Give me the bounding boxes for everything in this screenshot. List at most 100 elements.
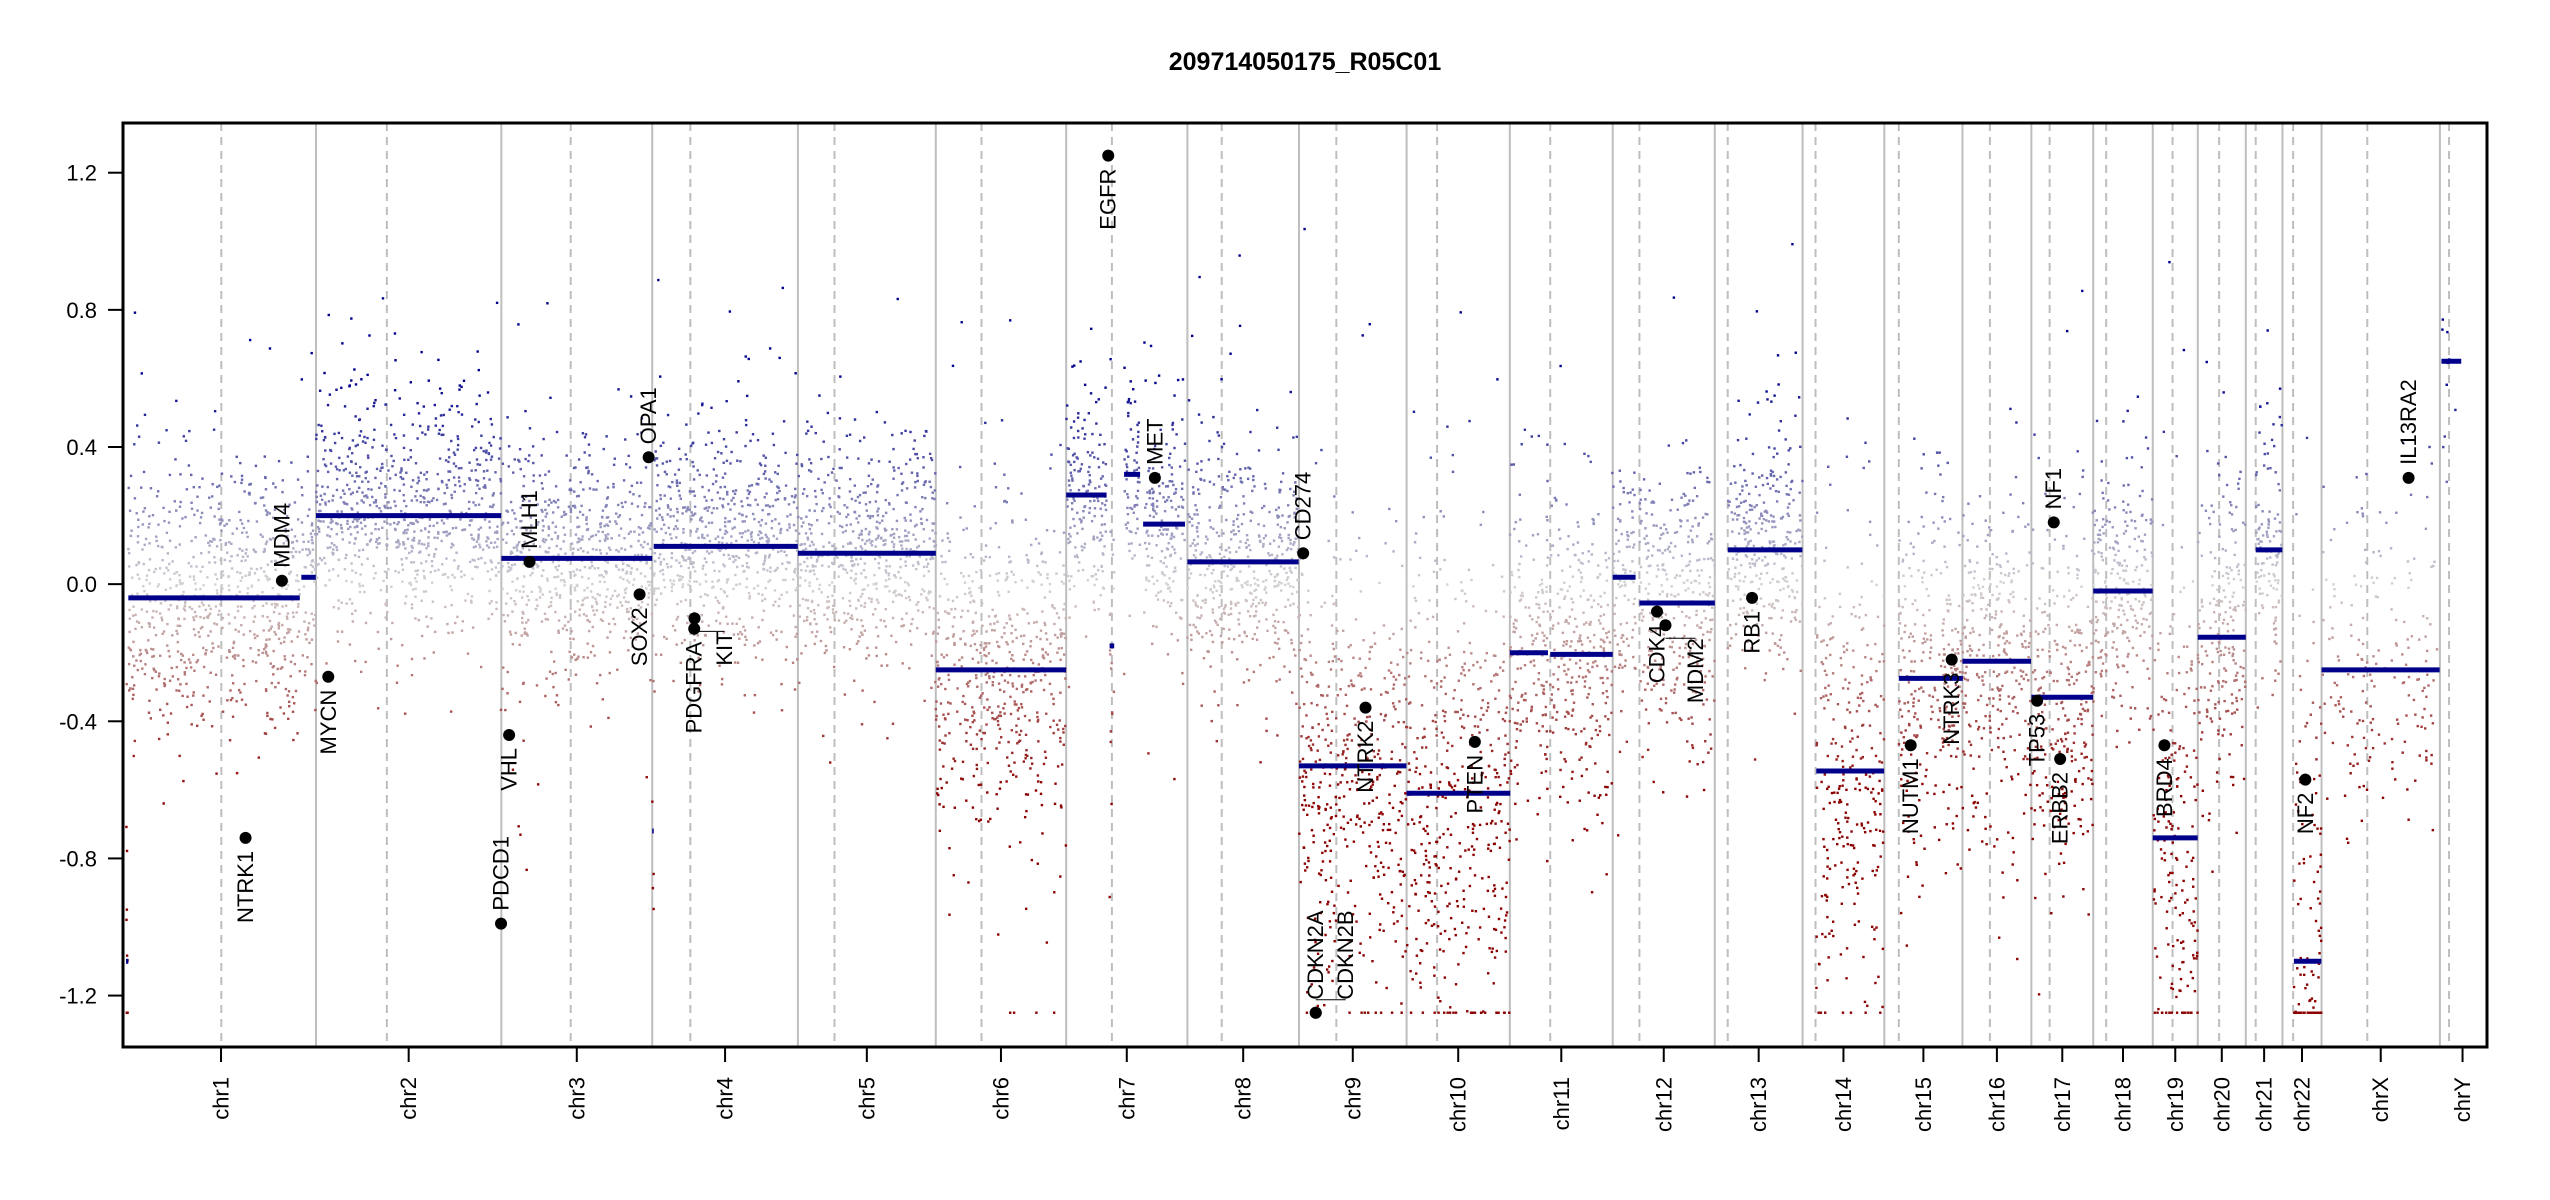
bin-point: [1046, 576, 1049, 580]
bin-point: [263, 548, 266, 551]
bin-point: [677, 489, 681, 493]
bin-point: [173, 572, 176, 575]
bin-point: [1219, 585, 1222, 588]
bin-point: [1086, 489, 1089, 492]
bin-point: [1007, 555, 1011, 559]
bin-point: [814, 548, 818, 551]
bin-point: [187, 561, 191, 565]
bin-point: [264, 689, 268, 693]
bin-point: [314, 576, 318, 580]
bin-point: [777, 550, 780, 554]
bin-point: [244, 552, 247, 555]
bin-point: [689, 622, 692, 625]
bin-point: [1025, 650, 1029, 653]
bin-point: [1062, 531, 1066, 534]
bin-point: [1305, 775, 1308, 779]
bin-point: [427, 379, 430, 382]
bin-point: [132, 614, 135, 617]
bin-point: [519, 506, 522, 509]
bin-point: [979, 818, 983, 821]
bin-point: [845, 456, 849, 459]
bin-point: [577, 525, 581, 528]
bin-point: [396, 522, 399, 526]
bin-point: [367, 456, 370, 460]
bin-point: [483, 484, 487, 487]
bin-point: [1224, 603, 1227, 607]
bin-point: [913, 525, 917, 528]
bin-point: [693, 550, 697, 553]
bin-point: [826, 606, 829, 610]
bin-point: [1024, 757, 1027, 760]
bin-point: [751, 616, 754, 619]
bin-point: [209, 630, 212, 633]
bin-point: [1203, 479, 1206, 482]
bin-point: [796, 574, 799, 577]
bin-point: [692, 441, 695, 444]
bin-point: [253, 615, 257, 618]
bin-point: [145, 649, 148, 653]
bin-point: [389, 523, 392, 526]
bin-point: [471, 577, 474, 580]
bin-point: [563, 580, 566, 584]
bin-point: [1083, 542, 1087, 546]
bin-point: [866, 646, 869, 650]
bin-point: [976, 685, 979, 688]
bin-point: [402, 518, 406, 521]
bin-point: [720, 683, 724, 686]
bin-point: [141, 667, 144, 670]
bin-point: [945, 781, 948, 784]
bin-point: [253, 550, 256, 553]
bin-point: [884, 539, 887, 542]
bin-point: [837, 619, 841, 622]
bin-point: [128, 647, 132, 651]
bin-point: [202, 665, 206, 669]
bin-point: [912, 533, 915, 536]
bin-point: [744, 635, 747, 638]
bin-point: [1284, 605, 1287, 609]
bin-point: [1251, 511, 1254, 514]
bin-point: [1358, 951, 1361, 955]
bin-point: [169, 712, 173, 715]
bin-point: [140, 486, 143, 489]
bin-point: [542, 537, 545, 541]
bin-point: [168, 473, 172, 477]
bin-point: [1211, 611, 1215, 614]
bin-point: [1022, 760, 1026, 763]
bin-point: [577, 655, 580, 658]
bin-point: [542, 437, 545, 441]
bin-point: [426, 428, 430, 431]
bin-point: [1062, 727, 1065, 731]
bin-point: [621, 505, 624, 509]
bin-point: [325, 662, 328, 665]
bin-point: [1008, 650, 1011, 654]
bin-point: [646, 580, 650, 584]
bin-point: [569, 607, 573, 610]
bin-point: [1256, 584, 1260, 587]
bin-point: [858, 439, 862, 443]
bin-point: [351, 602, 354, 605]
bin-point: [474, 478, 478, 482]
bin-point: [809, 569, 813, 573]
bin-point: [372, 564, 375, 568]
bin-point: [640, 585, 644, 588]
bin-point: [1076, 416, 1080, 419]
bin-point: [1173, 551, 1177, 555]
bin-point: [402, 434, 406, 437]
bin-point: [1350, 739, 1354, 742]
bin-point: [333, 441, 337, 445]
bin-point: [1217, 579, 1220, 583]
bin-point: [599, 525, 602, 529]
bin-point: [189, 473, 193, 477]
bin-point: [239, 579, 243, 583]
bin-point: [206, 576, 209, 579]
bin-point: [891, 433, 894, 437]
bin-point: [302, 585, 306, 588]
bin-point: [1194, 556, 1197, 559]
bin-point: [975, 763, 978, 767]
bin-point: [460, 466, 463, 470]
bin-point: [854, 499, 857, 502]
bin-point: [742, 625, 745, 628]
bin-point: [229, 698, 233, 702]
bin-point: [632, 493, 635, 496]
bin-point: [219, 558, 222, 562]
